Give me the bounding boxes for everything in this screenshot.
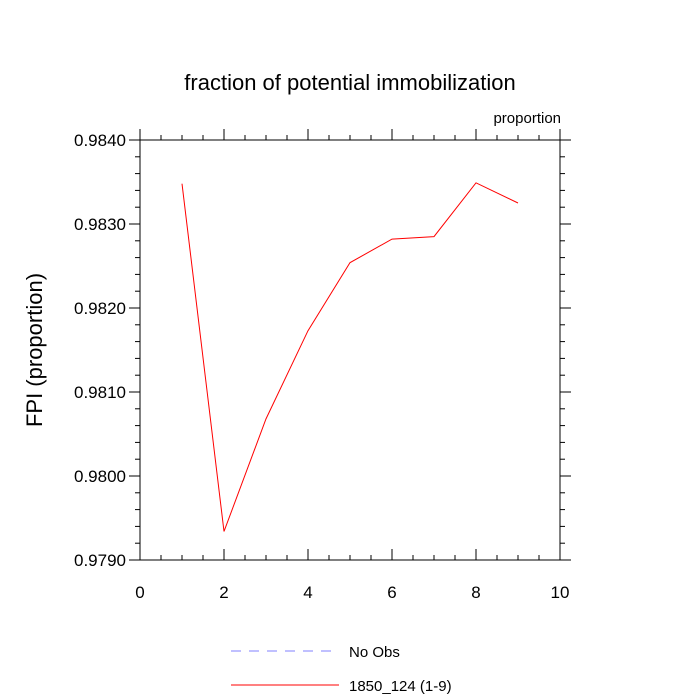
y-tick-label: 0.9840 xyxy=(74,131,126,150)
y-tick-label: 0.9830 xyxy=(74,215,126,234)
legend-label-0: No Obs xyxy=(349,644,400,661)
series-layer xyxy=(181,182,519,532)
y-axis-label: FPI (proportion) xyxy=(22,273,47,427)
plot-area-frame xyxy=(139,139,561,561)
tick-labels: 0 2 4 6 8 10 0.9790 0.9800 0.9810 0.9820 0.9830 0.9… xyxy=(74,131,569,602)
x-tick-label: 0 xyxy=(135,583,144,602)
x-tick-label: 4 xyxy=(303,583,312,602)
legend-label-1: 1850_124 (1-9) xyxy=(349,678,452,695)
y-tick-label: 0.9790 xyxy=(74,551,126,570)
x-tick-label: 10 xyxy=(551,583,570,602)
x-tick-label: 8 xyxy=(471,583,480,602)
axis-ticks xyxy=(129,129,571,561)
series-line-0 xyxy=(181,182,519,532)
x-tick-label: 2 xyxy=(219,583,228,602)
y-tick-label: 0.9800 xyxy=(74,467,126,486)
y-tick-label: 0.9820 xyxy=(74,299,126,318)
y-tick-label: 0.9810 xyxy=(74,383,126,402)
x-tick-label: 6 xyxy=(387,583,396,602)
units-label: proportion xyxy=(493,110,561,127)
chart-title: fraction of potential immobilization xyxy=(184,70,515,95)
legend: No Obs 1850_124 (1-9) xyxy=(231,644,452,695)
